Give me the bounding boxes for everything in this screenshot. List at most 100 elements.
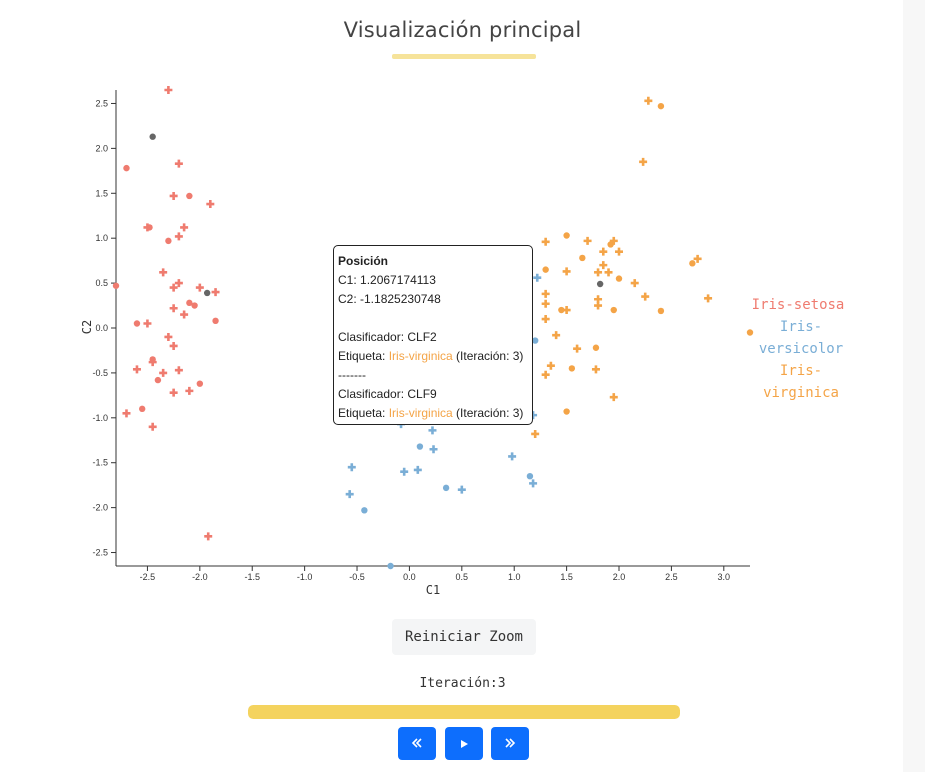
data-point[interactable] <box>541 299 550 308</box>
data-point[interactable] <box>609 236 618 245</box>
data-point[interactable] <box>345 490 354 499</box>
data-point[interactable] <box>185 386 194 395</box>
data-point[interactable] <box>657 102 665 110</box>
data-point[interactable] <box>148 358 157 367</box>
data-point[interactable] <box>531 337 539 344</box>
data-point[interactable] <box>641 292 650 301</box>
data-point[interactable] <box>154 376 162 384</box>
data-point[interactable] <box>526 472 534 480</box>
data-point[interactable] <box>541 370 550 379</box>
data-point[interactable] <box>429 445 438 454</box>
data-point[interactable] <box>644 96 653 105</box>
data-point[interactable] <box>159 368 168 377</box>
data-point[interactable] <box>133 320 141 327</box>
data-point[interactable] <box>457 485 466 494</box>
data-point[interactable] <box>123 164 130 172</box>
data-point[interactable] <box>704 294 713 303</box>
data-point[interactable] <box>165 237 172 245</box>
data-point[interactable] <box>609 393 618 402</box>
data-point[interactable] <box>400 467 409 476</box>
scatter-chart[interactable]: -2.5 -2.0 -1.5 -1.0 -0.5 0.0 0.5 1.0 1.5 2.0 2.5 3.… <box>0 0 925 610</box>
data-point[interactable] <box>558 306 565 314</box>
data-point[interactable] <box>186 299 193 307</box>
data-point[interactable] <box>529 479 538 488</box>
data-point[interactable] <box>169 388 178 397</box>
data-point[interactable] <box>191 302 198 309</box>
legend-item-virginica[interactable]: Iris- virginica <box>741 360 861 404</box>
play-button[interactable] <box>445 727 483 760</box>
data-point[interactable] <box>562 267 571 276</box>
data-point[interactable] <box>180 310 189 319</box>
data-point[interactable] <box>159 268 168 277</box>
data-point[interactable] <box>174 279 183 288</box>
data-point[interactable] <box>186 192 193 200</box>
data-point[interactable] <box>639 157 648 166</box>
data-point[interactable] <box>573 344 582 353</box>
next-button[interactable] <box>491 727 529 760</box>
data-point[interactable] <box>143 319 152 328</box>
data-point[interactable] <box>204 532 213 541</box>
data-point[interactable] <box>146 224 153 231</box>
data-point[interactable] <box>592 344 600 351</box>
data-point[interactable] <box>579 254 586 262</box>
data-point[interactable] <box>122 409 131 418</box>
data-point[interactable] <box>541 237 550 246</box>
data-point[interactable] <box>594 295 603 304</box>
data-point[interactable] <box>542 266 549 273</box>
data-point[interactable] <box>347 463 356 472</box>
legend-item-setosa[interactable]: Iris-setosa <box>738 294 858 316</box>
data-point[interactable] <box>546 361 555 370</box>
data-point[interactable] <box>533 273 542 282</box>
data-point[interactable] <box>531 429 540 438</box>
data-point[interactable] <box>746 329 754 336</box>
data-point[interactable] <box>361 507 368 514</box>
data-point[interactable] <box>607 241 614 248</box>
data-point[interactable] <box>529 411 538 420</box>
data-point[interactable] <box>148 422 157 431</box>
data-point[interactable] <box>693 254 702 263</box>
data-point[interactable] <box>615 275 623 282</box>
data-point[interactable] <box>583 236 592 245</box>
data-point[interactable] <box>212 317 219 325</box>
data-point[interactable] <box>594 268 603 277</box>
data-point[interactable] <box>416 443 424 450</box>
data-point[interactable] <box>610 306 617 314</box>
data-point[interactable] <box>174 232 183 241</box>
data-point[interactable] <box>196 380 204 387</box>
data-point[interactable] <box>138 405 146 413</box>
data-point[interactable] <box>630 279 639 288</box>
reset-zoom-button[interactable]: Reiniciar Zoom <box>392 619 536 655</box>
data-point[interactable] <box>563 232 570 239</box>
data-point[interactable] <box>169 191 178 200</box>
data-point[interactable] <box>169 341 178 350</box>
data-point[interactable] <box>169 283 178 292</box>
data-point[interactable] <box>563 408 570 415</box>
data-point[interactable] <box>552 331 561 340</box>
data-point[interactable] <box>599 247 608 256</box>
data-point[interactable] <box>164 332 173 341</box>
data-point[interactable] <box>428 426 437 435</box>
data-point[interactable] <box>387 562 394 570</box>
data-point[interactable] <box>203 289 211 297</box>
data-point[interactable] <box>594 301 603 310</box>
data-point[interactable] <box>169 304 178 313</box>
data-point[interactable] <box>604 268 613 277</box>
data-point[interactable] <box>149 133 156 140</box>
iteration-progress-bar[interactable] <box>248 705 680 719</box>
data-point[interactable] <box>180 223 189 232</box>
data-point[interactable] <box>174 159 183 168</box>
data-point[interactable] <box>132 365 141 374</box>
data-point[interactable] <box>508 452 517 461</box>
data-point[interactable] <box>174 366 183 375</box>
data-point[interactable] <box>689 260 696 267</box>
data-point[interactable] <box>596 280 604 288</box>
data-point[interactable] <box>211 288 220 297</box>
data-point[interactable] <box>442 484 450 492</box>
data-point[interactable] <box>541 315 550 324</box>
previous-button[interactable] <box>398 727 436 760</box>
data-point[interactable] <box>206 200 215 209</box>
data-point[interactable] <box>591 365 600 374</box>
data-point[interactable] <box>112 282 120 289</box>
data-point[interactable] <box>615 247 624 256</box>
data-point[interactable] <box>562 306 571 315</box>
